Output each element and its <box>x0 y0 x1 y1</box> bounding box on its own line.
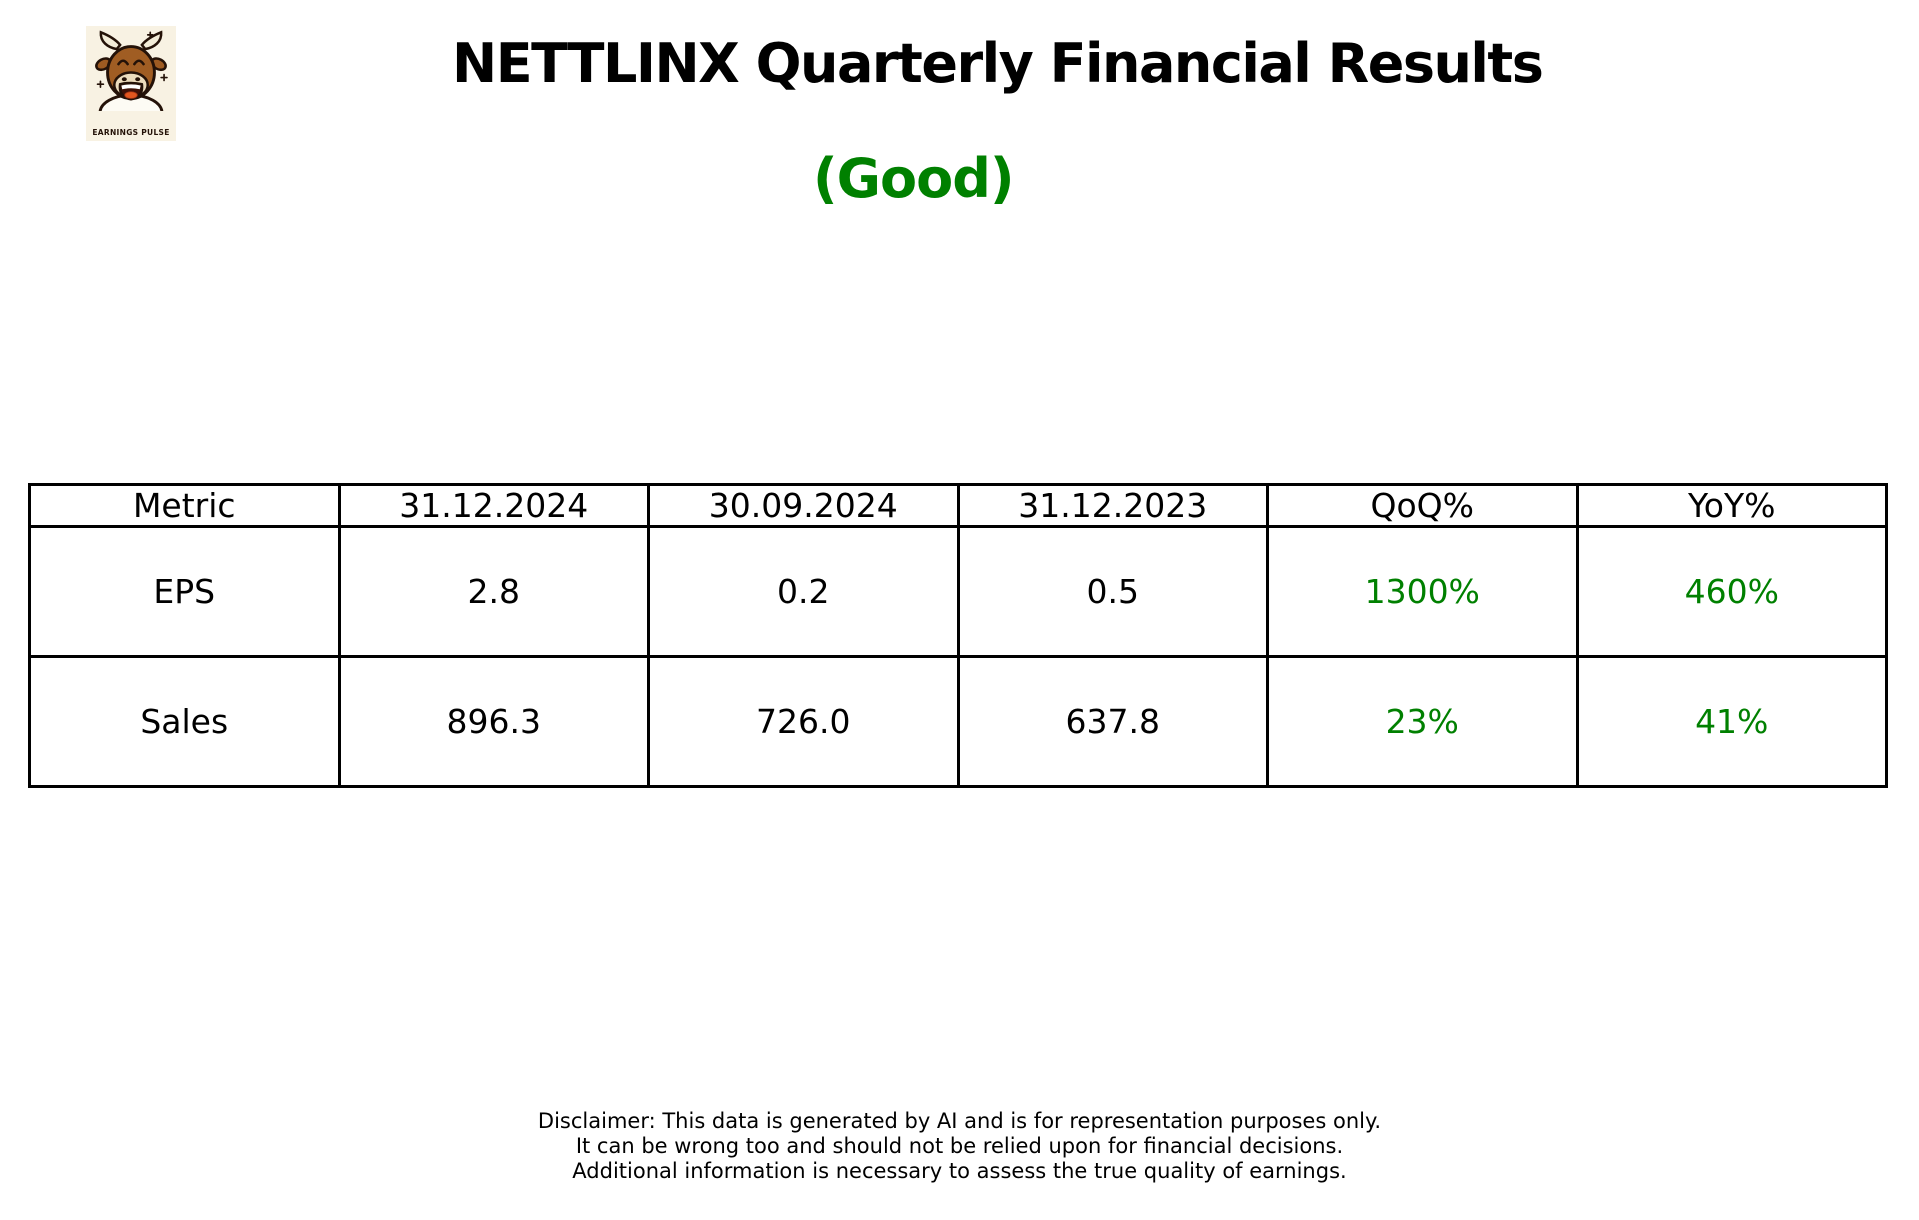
table-cell: 896.3 <box>337 655 650 788</box>
page-title: NETTLINX Quarterly Financial Results <box>452 32 1544 95</box>
column-header: QoQ% <box>1266 483 1579 528</box>
table-cell: 637.8 <box>956 655 1269 788</box>
table-header: Metric 31.12.2024 30.09.2024 31.12.2023 QoQ%… <box>28 483 1888 528</box>
table-cell: 23% <box>1266 655 1579 788</box>
column-header: 30.09.2024 <box>647 483 960 528</box>
disclaimer-line: It can be wrong too and should not be re… <box>575 1134 1344 1158</box>
metric-cell: EPS <box>28 525 341 658</box>
column-header: YoY% <box>1575 483 1888 528</box>
disclaimer-line: Additional information is necessary to a… <box>572 1159 1347 1183</box>
table-row: Sales 896.3 726.0 637.8 23% 41% <box>28 655 1888 788</box>
disclaimer-line: Disclaimer: This data is generated by AI… <box>537 1109 1382 1133</box>
disclaimer: Disclaimer: This data is generated by AI… <box>0 1109 1919 1184</box>
brand-logo: EARNINGS PULSE <box>86 26 176 141</box>
table-cell: 726.0 <box>647 655 960 788</box>
table-cell: 0.2 <box>647 525 960 658</box>
table-cell: 460% <box>1575 525 1888 658</box>
column-header: Metric <box>28 483 341 528</box>
table-cell: 1300% <box>1266 525 1579 658</box>
table-cell: 0.5 <box>956 525 1269 658</box>
bull-logo-icon <box>95 30 168 111</box>
header-row: Metric 31.12.2024 30.09.2024 31.12.2023 QoQ%… <box>28 483 1888 528</box>
results-table: Metric 31.12.2024 30.09.2024 31.12.2023 QoQ%… <box>28 483 1888 788</box>
column-header: 31.12.2024 <box>337 483 650 528</box>
brand-name: EARNINGS PULSE <box>92 128 170 137</box>
column-header: 31.12.2023 <box>956 483 1269 528</box>
table-row: EPS 2.8 0.2 0.5 1300% 460% <box>28 525 1888 658</box>
metric-cell: Sales <box>28 655 341 788</box>
table-body: EPS 2.8 0.2 0.5 1300% 460% Sales 896.3 726.0 637.… <box>28 525 1888 788</box>
table-cell: 41% <box>1575 655 1888 788</box>
verdict-label: (Good) <box>813 147 1015 210</box>
table-cell: 2.8 <box>337 525 650 658</box>
